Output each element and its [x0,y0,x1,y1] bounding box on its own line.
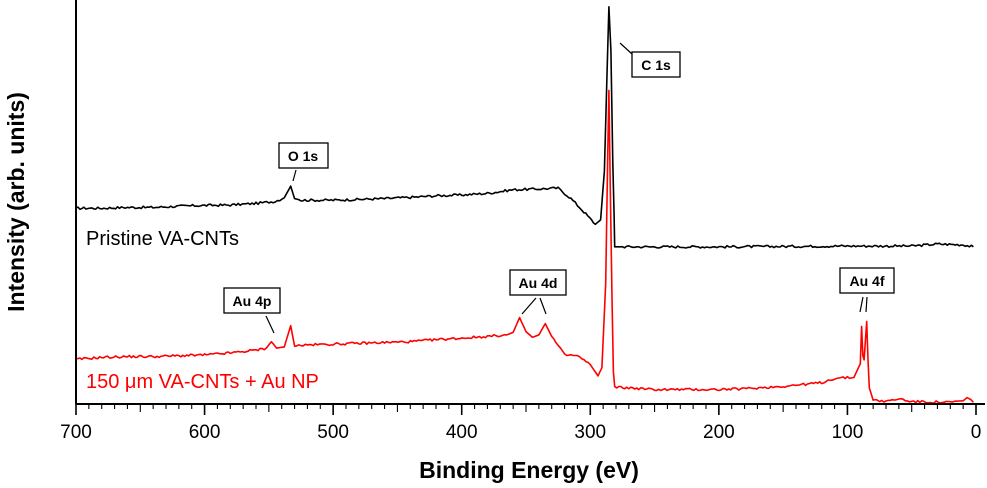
annotation-au4d-box [509,269,567,296]
plot-axes [75,0,985,405]
x-tick-label-300: 300 [574,422,606,443]
annotation-au4d-leader-right [539,297,547,315]
x-axis-title: Binding Energy (eV) [419,457,639,483]
x-tick-label-200: 200 [703,422,735,443]
annotation-au4f-leader-left [859,296,864,313]
x-tick-label-500: 500 [317,422,349,443]
annotation-au4f: Au 4f [839,267,895,313]
x-tick-label-700: 700 [60,422,92,443]
x-tick-label-400: 400 [446,422,478,443]
x-tick-label-100: 100 [832,422,864,443]
annotation-au4d-leader-left [521,297,537,315]
annotation-c1s-leader [619,42,633,55]
annotation-o1s-label: O 1s [288,148,319,164]
annotation-o1s-box [278,142,329,169]
annotation-au4d-label: Au 4d [519,275,558,291]
annotation-au4p-leader [265,315,275,334]
x-tick-label-0: 0 [971,422,982,443]
series-label-pristine: Pristine VA-CNTs [86,228,239,250]
annotation-au4d: Au 4d [509,269,567,315]
annotation-o1s-leader [292,169,297,182]
x-axis-ticks: 700 600 500 400 300 200 100 0 [60,404,981,443]
annotation-c1s-box [631,51,681,78]
annotation-o1s: O 1s [278,142,329,182]
series-line-au-np [76,89,974,404]
y-axis-title: Intensity (arb. units) [3,92,29,312]
annotation-au4f-leader-right [865,296,868,313]
annotation-au4p-label: Au 4p [233,293,272,309]
annotation-au4f-label: Au 4f [850,273,885,289]
annotation-au4p: Au 4p [223,287,281,334]
x-tick-label-600: 600 [189,422,221,443]
annotation-c1s: C 1s [619,42,681,78]
annotation-au4p-box [223,287,281,314]
series-line-pristine [75,6,974,249]
annotation-c1s-label: C 1s [641,57,671,73]
annotation-au4f-box [839,267,895,294]
series-label-au-np: 150 μm VA-CNTs + Au NP [86,371,319,393]
